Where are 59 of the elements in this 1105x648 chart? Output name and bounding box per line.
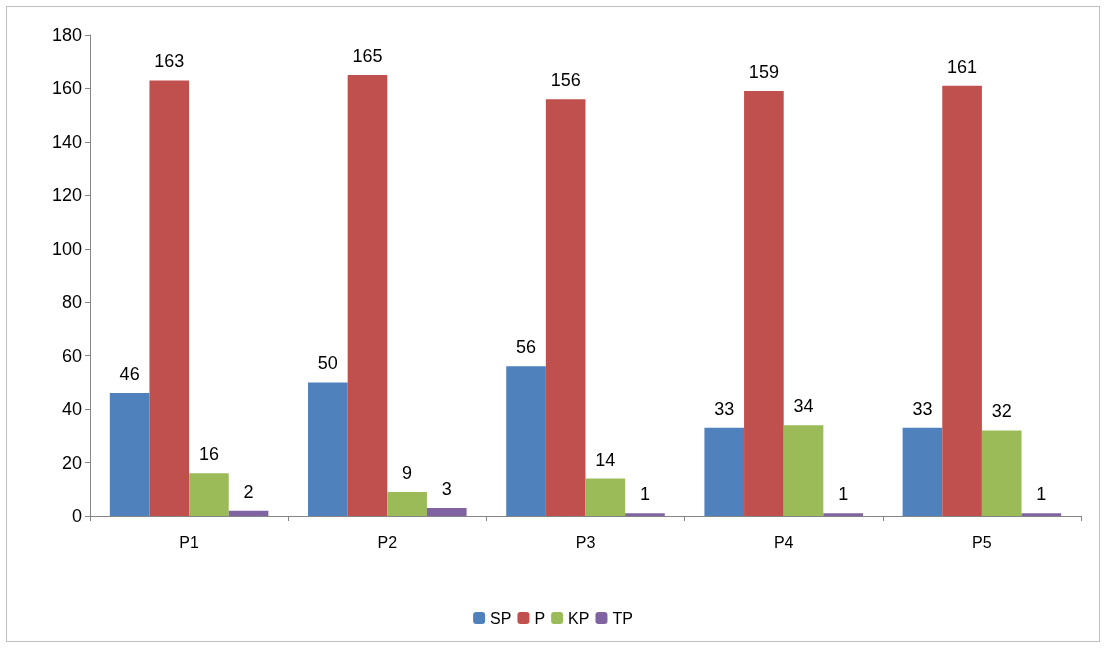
data-label: 50 <box>317 353 338 374</box>
data-label: 161 <box>947 56 978 77</box>
bar <box>902 427 943 516</box>
data-label: 34 <box>793 396 814 417</box>
x-tick-label: P1 <box>179 533 199 551</box>
bar <box>387 491 427 516</box>
bar <box>347 75 388 516</box>
bar <box>942 85 982 516</box>
bar <box>981 430 1022 516</box>
y-tick-label: 100 <box>51 238 82 259</box>
bar <box>823 513 863 516</box>
y-tick-label: 60 <box>61 345 82 366</box>
bar <box>744 91 784 516</box>
x-tick-label: P3 <box>575 533 596 551</box>
data-label: 159 <box>748 62 779 83</box>
legend-label: SP <box>490 609 512 627</box>
legend-label: KP <box>568 609 590 627</box>
bar <box>109 393 150 516</box>
bar <box>228 510 269 516</box>
legend-label: TP <box>612 609 633 627</box>
y-tick-label: 120 <box>51 185 82 206</box>
data-label: 1 <box>1036 484 1047 505</box>
data-label: 9 <box>402 462 413 483</box>
data-label: 33 <box>714 398 735 419</box>
y-tick-label: 160 <box>51 78 82 99</box>
data-label: 156 <box>550 70 581 91</box>
data-label: 2 <box>243 481 254 502</box>
bar <box>585 478 626 516</box>
data-label: 33 <box>912 398 933 419</box>
bar <box>149 80 190 516</box>
data-label: 46 <box>119 364 140 385</box>
bar <box>189 473 229 516</box>
data-label: 165 <box>352 46 383 67</box>
x-tick-label: P4 <box>773 533 794 551</box>
data-label: 3 <box>441 478 452 499</box>
bar <box>625 513 665 516</box>
bar <box>426 507 467 516</box>
bar <box>545 99 586 516</box>
bar <box>308 382 348 516</box>
bar <box>783 425 824 516</box>
y-tick-label: 0 <box>71 506 82 526</box>
y-tick-label: 140 <box>51 131 82 152</box>
bar <box>1021 513 1062 516</box>
x-tick-label: P2 <box>377 533 398 551</box>
legend-label: P <box>534 609 546 627</box>
data-label: 56 <box>516 337 537 358</box>
data-label: 32 <box>991 401 1012 422</box>
data-label: 1 <box>838 484 849 505</box>
x-tick-label: P5 <box>972 533 992 551</box>
y-tick-label: 80 <box>61 292 82 313</box>
data-label: 163 <box>154 51 185 72</box>
y-tick-label: 180 <box>51 25 82 45</box>
bar <box>704 427 745 516</box>
y-tick-label: 20 <box>61 452 82 473</box>
data-label: 14 <box>595 449 616 470</box>
data-label: 1 <box>639 484 650 505</box>
bar <box>506 366 546 516</box>
data-label: 16 <box>198 444 219 465</box>
y-tick-label: 40 <box>61 399 82 420</box>
